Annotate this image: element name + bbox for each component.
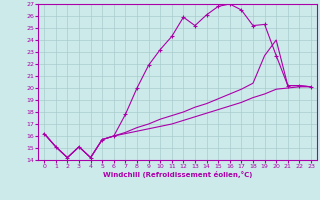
- X-axis label: Windchill (Refroidissement éolien,°C): Windchill (Refroidissement éolien,°C): [103, 171, 252, 178]
